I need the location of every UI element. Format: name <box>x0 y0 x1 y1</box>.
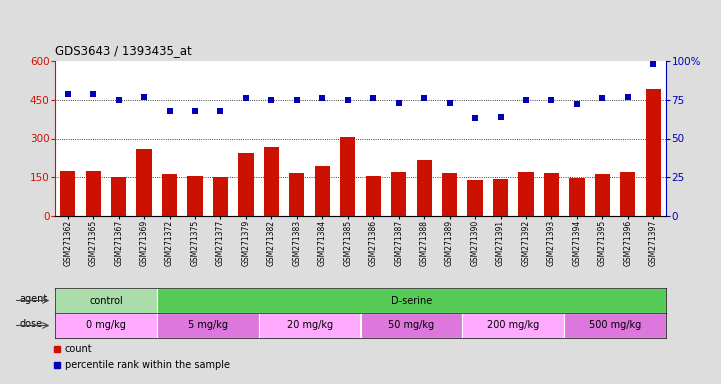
Point <box>596 95 608 101</box>
Bar <box>467 180 482 216</box>
Point <box>444 100 456 106</box>
Point <box>291 97 303 103</box>
Bar <box>157 288 666 313</box>
Point <box>521 97 532 103</box>
Bar <box>442 172 457 216</box>
Text: 0 mg/kg: 0 mg/kg <box>86 321 126 331</box>
Text: 500 mg/kg: 500 mg/kg <box>589 321 641 331</box>
Point <box>393 100 404 106</box>
Bar <box>518 172 534 216</box>
Bar <box>645 89 661 216</box>
Text: agent: agent <box>19 294 48 304</box>
Bar <box>417 161 432 216</box>
Bar <box>239 154 254 216</box>
Bar <box>157 313 259 338</box>
Point <box>571 101 583 108</box>
Point <box>469 115 481 121</box>
Bar <box>289 173 304 216</box>
Point <box>368 95 379 101</box>
Text: 50 mg/kg: 50 mg/kg <box>389 321 435 331</box>
Bar <box>60 171 76 216</box>
Point <box>62 91 74 97</box>
Bar <box>213 177 228 216</box>
Point <box>113 97 125 103</box>
Text: control: control <box>89 296 123 306</box>
Bar <box>162 174 177 216</box>
Bar <box>259 313 360 338</box>
Bar <box>544 172 559 216</box>
Text: 20 mg/kg: 20 mg/kg <box>286 321 332 331</box>
Point <box>138 94 150 100</box>
Bar <box>391 172 407 216</box>
Bar <box>620 172 635 216</box>
Point <box>87 91 99 97</box>
Point <box>189 108 200 114</box>
Point <box>164 108 175 114</box>
Point <box>622 94 634 100</box>
Point <box>546 97 557 103</box>
Bar <box>136 149 151 216</box>
Bar <box>462 313 564 338</box>
Text: dose: dose <box>19 319 43 329</box>
Point <box>342 97 353 103</box>
Point <box>495 114 506 120</box>
Point <box>418 95 430 101</box>
Bar <box>564 313 666 338</box>
Bar <box>187 176 203 216</box>
Text: D-serine: D-serine <box>391 296 432 306</box>
Point <box>215 108 226 114</box>
Bar <box>55 288 157 313</box>
Point <box>647 61 659 67</box>
Point <box>240 95 252 101</box>
Point <box>265 97 277 103</box>
Text: count: count <box>65 344 92 354</box>
Bar <box>493 179 508 216</box>
Bar <box>570 178 585 216</box>
Text: 5 mg/kg: 5 mg/kg <box>187 321 228 331</box>
Bar <box>366 176 381 216</box>
Bar <box>55 313 157 338</box>
Text: GDS3643 / 1393435_at: GDS3643 / 1393435_at <box>55 44 192 57</box>
Bar <box>111 177 126 216</box>
Bar <box>360 313 462 338</box>
Bar <box>340 137 355 216</box>
Text: 200 mg/kg: 200 mg/kg <box>487 321 539 331</box>
Bar <box>86 171 101 216</box>
Bar <box>595 174 610 216</box>
Bar <box>264 147 279 216</box>
Bar <box>314 166 330 216</box>
Point <box>317 95 328 101</box>
Text: percentile rank within the sample: percentile rank within the sample <box>65 360 230 370</box>
